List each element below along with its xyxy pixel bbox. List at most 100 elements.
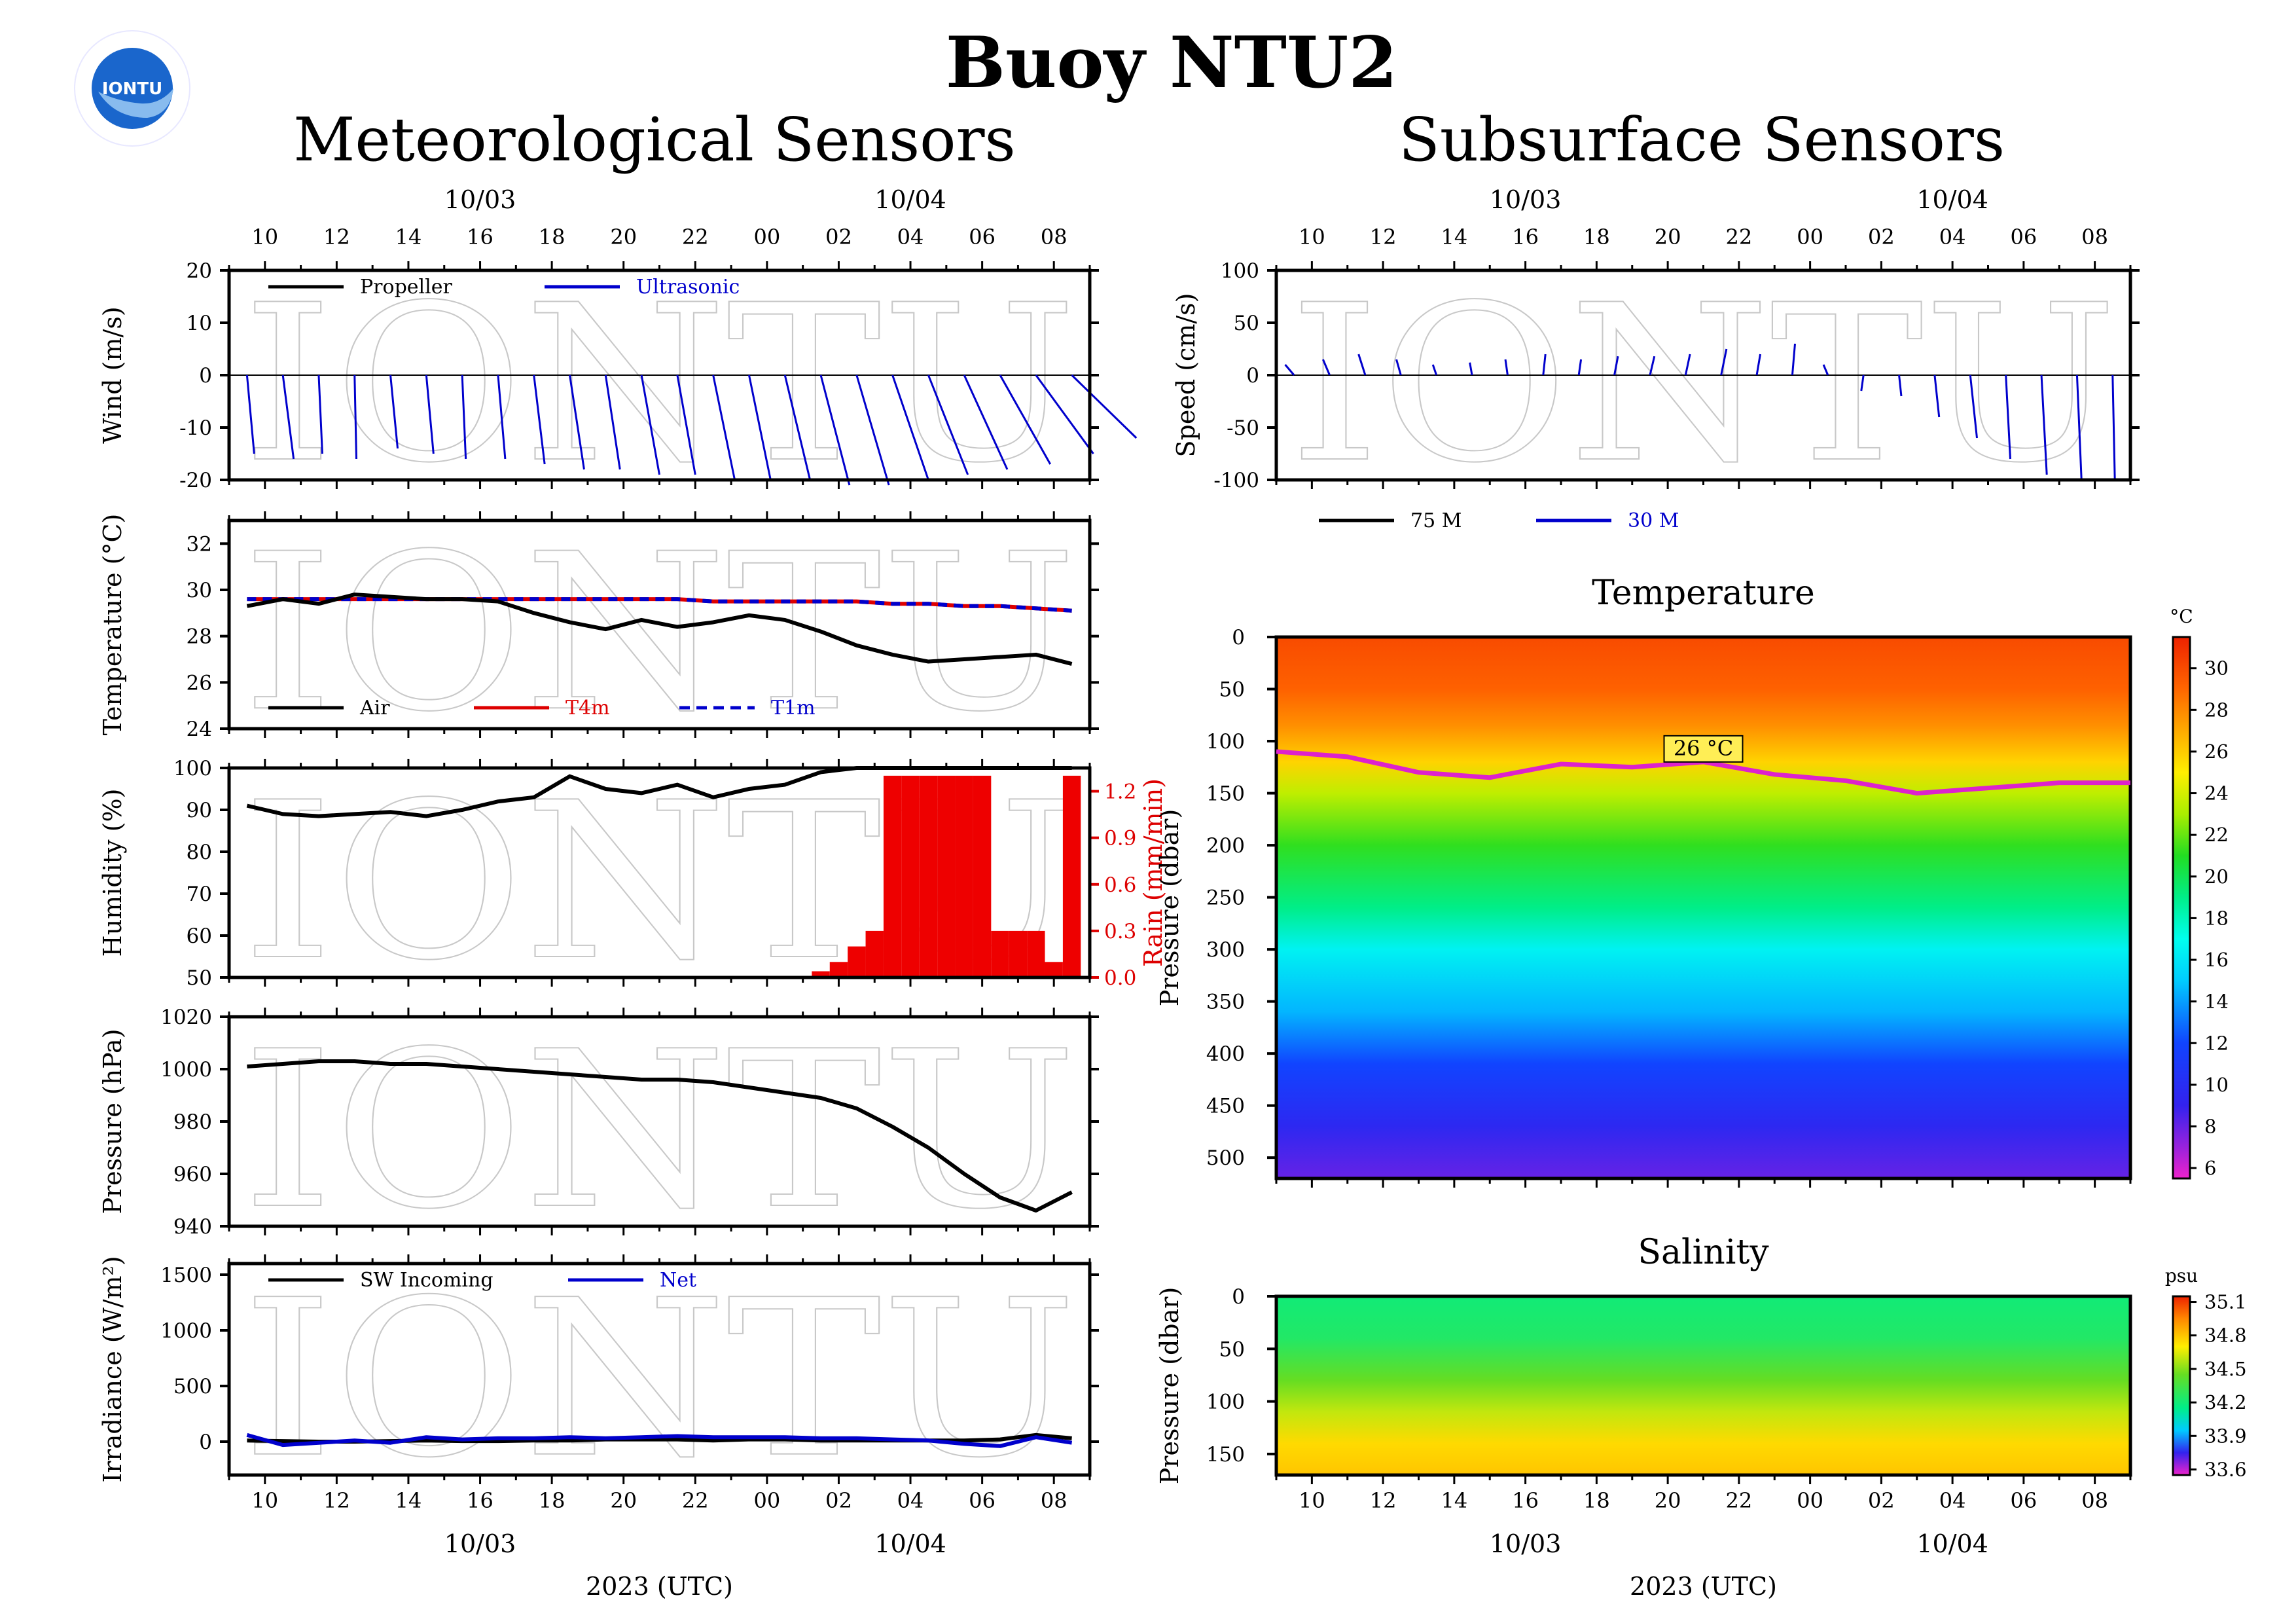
rain-bar <box>865 930 884 977</box>
watermark-text: IONTU <box>242 259 1077 510</box>
rain-bar <box>1027 930 1045 977</box>
top-hour-label: 16 <box>467 225 493 249</box>
top-right-hour-label: 08 <box>2081 225 2108 249</box>
temp-section-colorbar <box>2172 636 2191 1180</box>
wind-stick <box>497 374 507 460</box>
rain-bar <box>1009 930 1028 977</box>
wind-stick <box>783 374 812 481</box>
wind-stick <box>461 374 467 460</box>
temp-section-ytick-label: 300 <box>1206 938 1245 962</box>
wind-stick <box>353 374 358 460</box>
wind-stick <box>999 374 1052 465</box>
net-line <box>246 1432 1073 1448</box>
humidity-ytick-label: 90 <box>187 799 212 822</box>
temperature-legend-label: T1m <box>771 697 816 720</box>
temp-section-ytick-label: 200 <box>1206 834 1245 858</box>
top-date-label: 10/04 <box>874 185 946 214</box>
rain-ytick-label: 0.9 <box>1104 827 1136 850</box>
current-stick <box>1684 354 1691 376</box>
bottom-right-hour-label: 16 <box>1512 1488 1539 1513</box>
bottom-right-date-label: 10/04 <box>1916 1529 1988 1558</box>
temp-section-cb-unit: °C <box>2170 606 2193 627</box>
temp-section-cb-tick-label: 22 <box>2204 824 2229 846</box>
bottom-left-hour-label: 18 <box>539 1488 565 1513</box>
humidity-ytick-label: 80 <box>187 841 212 864</box>
bottom-left-hour-label: 02 <box>825 1488 852 1513</box>
right-heading: Subsurface Sensors <box>1399 105 2005 175</box>
current-ytick-label: -50 <box>1227 416 1259 440</box>
current-ytick-label: 0 <box>1246 364 1259 388</box>
rain-ytick-label: 0.6 <box>1104 873 1136 897</box>
temp-section-ytick-label: 250 <box>1206 886 1245 910</box>
watermark-text: IONTU <box>242 1005 1077 1256</box>
pressure-ytick-label: 940 <box>173 1215 212 1239</box>
top-right-hour-label: 02 <box>1868 225 1895 249</box>
sal-section-ytick-label: 150 <box>1206 1443 1245 1467</box>
sal-section-field <box>1276 1296 2130 1475</box>
top-hour-label: 14 <box>395 225 422 249</box>
rain-bar <box>973 775 992 977</box>
sal-section-colorbar <box>2172 1295 2191 1476</box>
current-stick <box>1822 364 1829 376</box>
top-right-hour-label: 00 <box>1797 225 1823 249</box>
watermark-text: IONTU <box>1289 259 2118 510</box>
bottom-left-hour-label: 12 <box>323 1488 350 1513</box>
wind-stick <box>317 374 323 454</box>
temp-section-ytick-label: 350 <box>1206 991 1245 1014</box>
wind-stick <box>963 374 1009 470</box>
irradiance-legend-label: SW Incoming <box>360 1269 493 1292</box>
wind-ytick-label: -20 <box>179 469 212 492</box>
sal-section-cb-unit: psu <box>2165 1265 2198 1286</box>
humidity-ytick-label: 60 <box>187 924 212 948</box>
temp-section-field <box>1276 637 2130 1178</box>
watermark-text: IONTU <box>242 507 1077 759</box>
sal-section-ytick-label: 50 <box>1219 1338 1245 1361</box>
temperature-legend-label: T4m <box>565 697 610 720</box>
temp-section-cb-tick-label: 8 <box>2204 1115 2216 1137</box>
top-hour-label: 02 <box>825 225 852 249</box>
right-xlabel: 2023 (UTC) <box>1630 1572 1777 1601</box>
wind-stick <box>281 374 295 460</box>
current-stick <box>1755 354 1761 376</box>
rain-bar <box>812 971 830 977</box>
temp-section-cb-tick-label: 12 <box>2204 1032 2229 1054</box>
left-heading: Meteorological Sensors <box>293 105 1016 175</box>
humidity-ytick-label: 70 <box>187 883 212 906</box>
rain-bar <box>955 775 973 977</box>
humidity-ytick-label: 50 <box>187 966 212 990</box>
temp-section-cb-tick-label: 28 <box>2204 699 2229 721</box>
bottom-right-hour-label: 22 <box>1726 1488 1753 1513</box>
wind-stick <box>712 374 736 481</box>
current-stick <box>1284 364 1295 376</box>
bottom-left-hour-label: 00 <box>754 1488 781 1513</box>
temp-section-title: Temperature <box>1592 574 1815 613</box>
top-right-hour-label: 04 <box>1939 225 1966 249</box>
top-hour-label: 08 <box>1041 225 1067 249</box>
temp-section-cb-tick-label: 30 <box>2204 657 2229 680</box>
temperature-ytick-label: 28 <box>187 625 212 649</box>
top-right-hour-label: 18 <box>1583 225 1610 249</box>
wind-stick <box>245 374 255 454</box>
rain-ytick-label: 0.0 <box>1104 966 1136 990</box>
bottom-left-date-label: 10/04 <box>874 1529 946 1558</box>
current-stick <box>1431 364 1438 376</box>
rain-bar <box>937 775 956 977</box>
wind-stick <box>569 374 585 470</box>
top-hour-label: 12 <box>323 225 350 249</box>
temperature-ytick-label: 26 <box>187 671 212 695</box>
wind-ytick-label: 0 <box>199 364 212 388</box>
bottom-right-date-label: 10/03 <box>1490 1529 1562 1558</box>
temp-section-ytick-label: 400 <box>1206 1042 1245 1066</box>
wind-stick <box>533 374 546 465</box>
bottom-right-hour-label: 12 <box>1370 1488 1397 1513</box>
temperature-legend-label: Air <box>359 697 390 720</box>
current-ytick-label: -100 <box>1213 469 1259 492</box>
rain-bar <box>829 962 848 977</box>
bottom-left-hour-label: 04 <box>897 1488 924 1513</box>
wind-stick <box>389 374 399 449</box>
temperature-ylabel: Temperature (°C) <box>98 514 127 736</box>
humidity-ytick-label: 100 <box>173 757 212 780</box>
bottom-left-date-label: 10/03 <box>444 1529 516 1558</box>
bottom-left-hour-label: 20 <box>610 1488 637 1513</box>
